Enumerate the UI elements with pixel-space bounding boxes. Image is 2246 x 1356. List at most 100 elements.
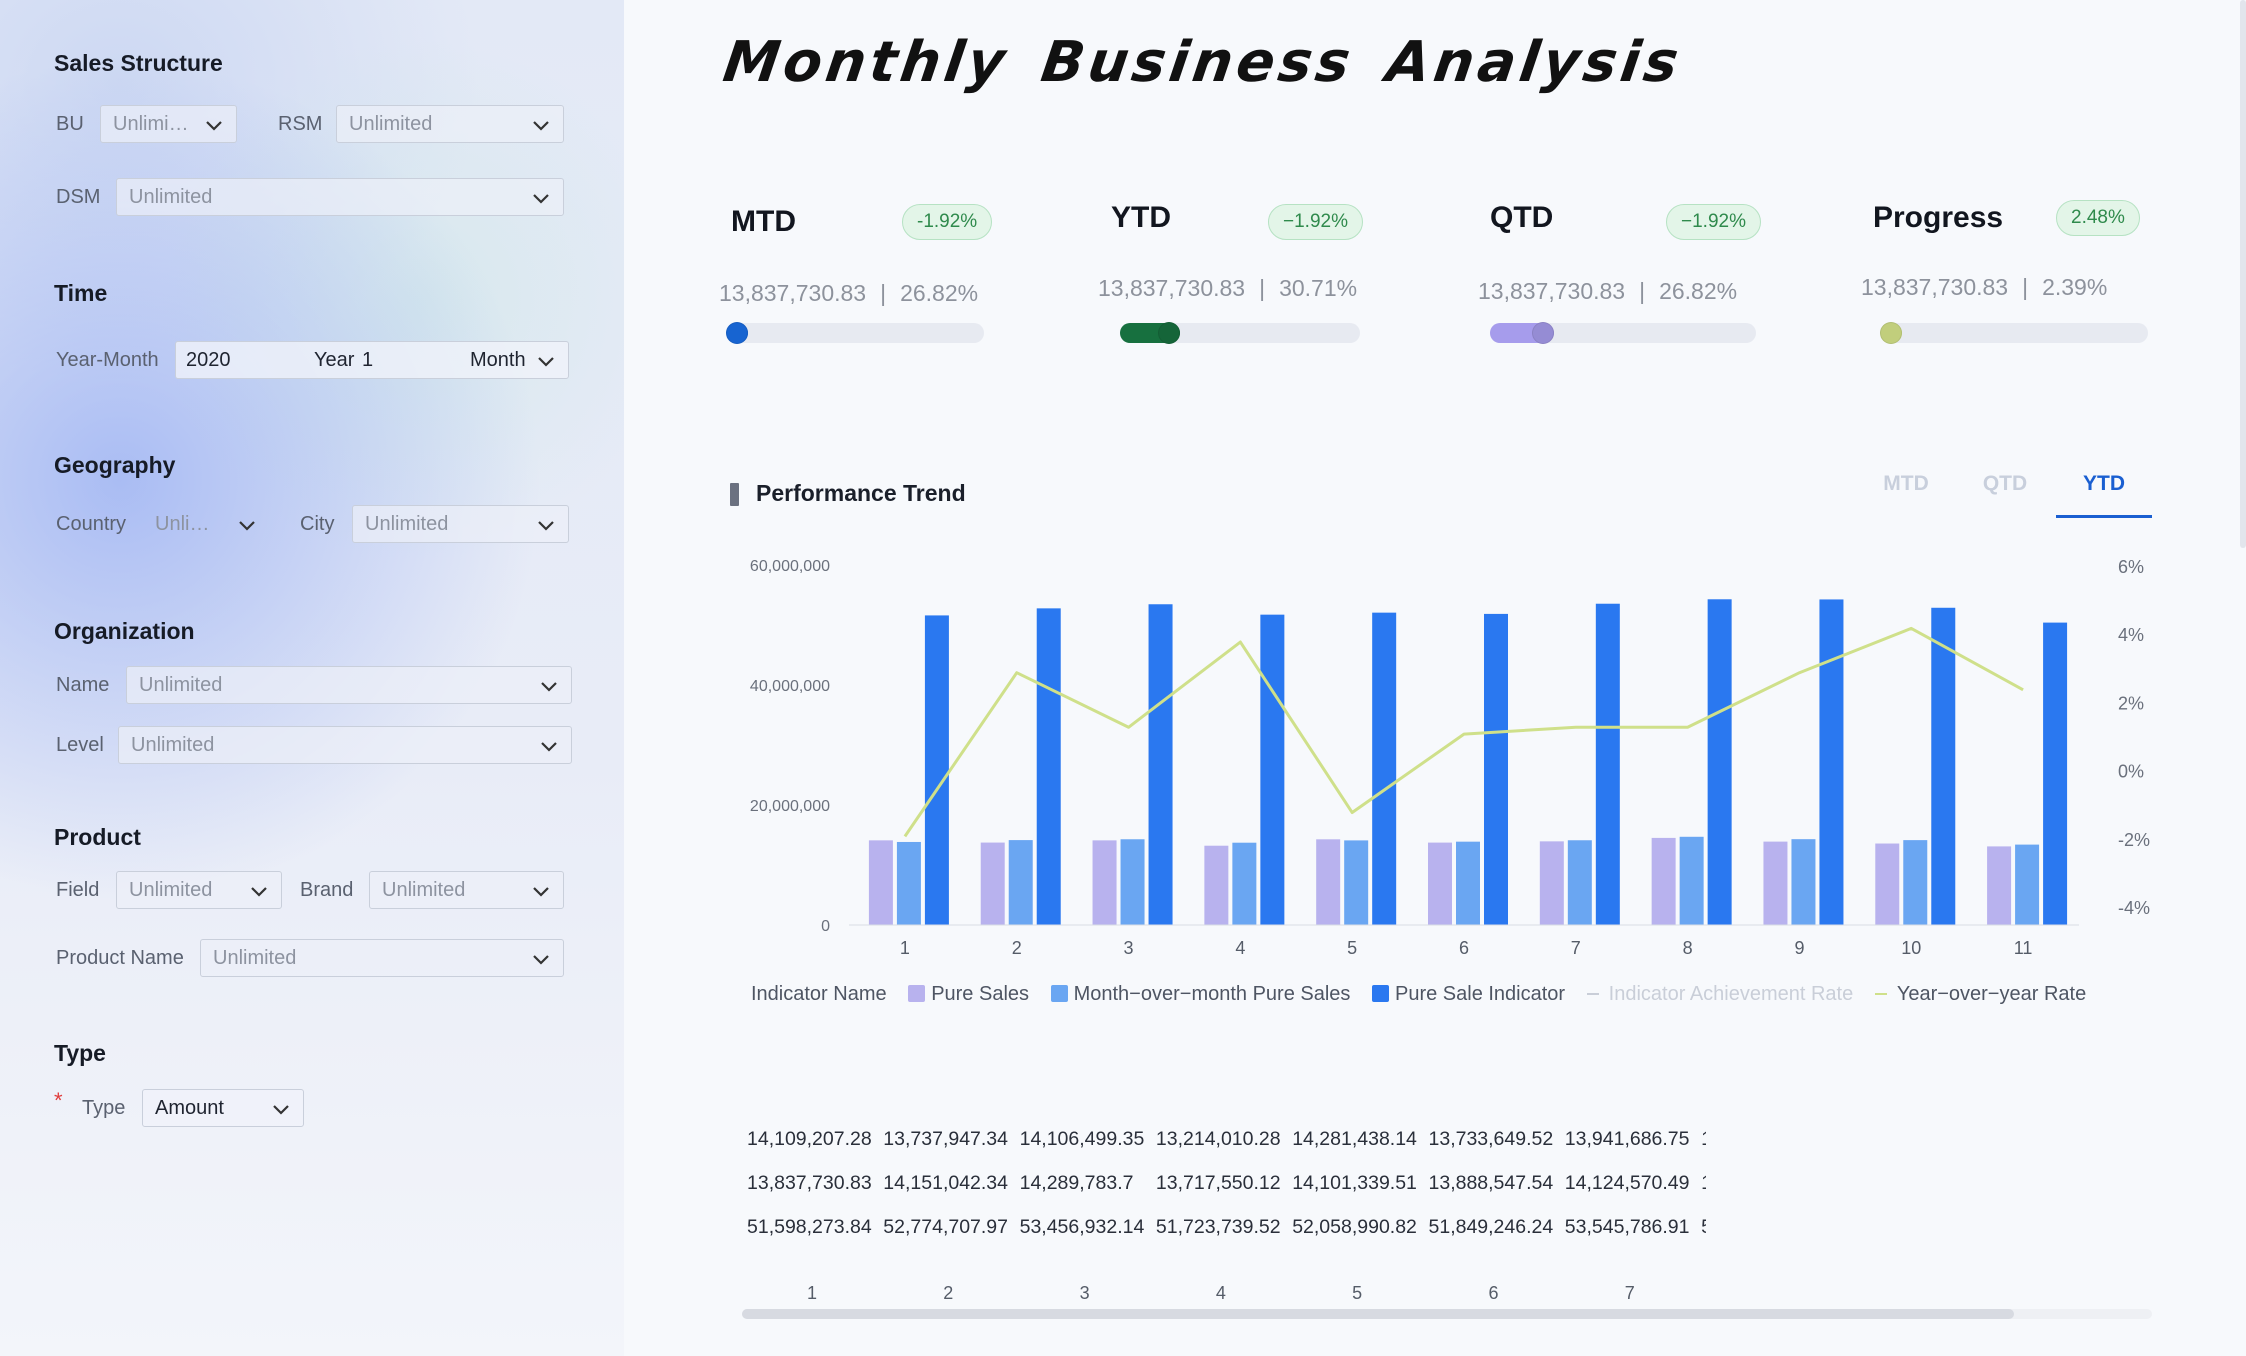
legend-swatch: [1050, 985, 1068, 1002]
chart-legend: Indicator Name Pure Sales Month−over−mon…: [751, 983, 2102, 1006]
brand-value: Unlimited: [382, 879, 466, 901]
dsm-select[interactable]: Unlimited: [116, 178, 564, 216]
tab-qtd[interactable]: QTD: [1982, 472, 2028, 495]
table-cell: 14,151,042.34: [883, 1172, 1008, 1194]
section-title-type: Type: [54, 1040, 106, 1066]
table-column-header: 6: [1488, 1283, 1499, 1303]
chart-bar: [1344, 840, 1369, 925]
table-column-header: 1: [806, 1283, 817, 1303]
page-title: Monthly Business Analysis: [719, 30, 1687, 95]
tab-ytd[interactable]: YTD: [2083, 472, 2125, 495]
x-tick-label: 9: [1794, 938, 1804, 958]
kpi-name: MTD: [731, 205, 796, 238]
kpi-name: QTD: [1490, 201, 1554, 234]
kpi-separator: |: [880, 280, 887, 306]
tab-mtd[interactable]: MTD: [1883, 472, 1929, 495]
legend-item-pure-sales[interactable]: Pure Sales: [908, 983, 1029, 1006]
field-value: Unlimited: [129, 879, 213, 901]
table-cell: 13,941,686.75: [1564, 1128, 1690, 1150]
legend-line: [1874, 993, 1887, 995]
legend-label: Indicator Achievement Rate: [1608, 983, 1854, 1005]
table-cell: 53,545,786.91: [1564, 1216, 1690, 1238]
city-label: City: [300, 513, 335, 535]
section-title-organization: Organization: [54, 618, 195, 644]
legend-label: Pure Sale Indicator: [1394, 983, 1566, 1005]
kpi-percent: 26.82%: [1659, 278, 1738, 304]
kpi-percent: 30.71%: [1279, 275, 1358, 301]
legend-item-achievement-rate[interactable]: Indicator Achievement Rate: [1586, 983, 1854, 1006]
country-select[interactable]: Unlimited: [142, 505, 270, 543]
field-select[interactable]: Unlimited: [116, 871, 282, 909]
kpi-separator: |: [2022, 274, 2029, 300]
rsm-select[interactable]: Unlimited: [336, 105, 564, 143]
org-name-label: Name: [56, 674, 110, 696]
y-tick-label: 60,000,000: [750, 558, 830, 575]
chevron-down-icon: [533, 955, 549, 965]
y2-tick-label: 6%: [2118, 557, 2144, 577]
x-tick-label: 5: [1347, 938, 1357, 958]
city-value: Unlimited: [365, 513, 449, 535]
brand-select[interactable]: Unlimited: [369, 871, 564, 909]
kpi-separator: |: [1639, 278, 1646, 304]
kpi-percent: 26.82%: [900, 280, 979, 306]
chart-bar: [1819, 599, 1844, 925]
legend-item-mom-pure-sales[interactable]: Month−over−month Pure Sales: [1050, 983, 1350, 1006]
chart-bar: [2043, 622, 2068, 925]
x-tick-label: 3: [1124, 938, 1134, 958]
chart-bar: [1428, 842, 1452, 925]
vertical-scrollbar[interactable]: [2240, 0, 2246, 548]
chart-bar: [1903, 840, 1928, 925]
product-name-value: Unlimited: [213, 947, 297, 969]
x-tick-label: 8: [1683, 938, 1693, 958]
org-name-select[interactable]: Unlimited: [126, 666, 572, 704]
required-marker: *: [54, 1088, 63, 1113]
kpi-progress-track: [1120, 322, 1360, 344]
table-cell: 13,837,730.83: [747, 1172, 872, 1194]
y2-tick-label: 0%: [2118, 762, 2144, 782]
legend-item-yoy-rate[interactable]: Year−over−year Rate: [1874, 983, 2086, 1006]
year-month-label: Year-Month: [56, 349, 159, 371]
org-level-select[interactable]: Unlimited: [118, 726, 572, 764]
chevron-down-icon: [541, 682, 557, 692]
type-select[interactable]: Amount: [142, 1089, 304, 1127]
table-cell: 13,214,010.28: [1155, 1128, 1281, 1150]
table-column-header: 7: [1624, 1283, 1635, 1303]
chart-bar: [1651, 837, 1676, 925]
data-table: 14,109,207.28 13,737,947.34 14,106,499.35 1…: [744, 1128, 1706, 1278]
y-tick-label: 20,000,000: [750, 798, 830, 815]
chart-bar: [1036, 608, 1061, 925]
brand-label: Brand: [300, 879, 354, 901]
type-value: Amount: [155, 1097, 224, 1119]
y2-tick-label: -2%: [2118, 830, 2150, 850]
section-marker: [730, 483, 739, 506]
chevron-down-icon: [538, 357, 554, 367]
horizontal-scrollbar[interactable]: [742, 1309, 2152, 1319]
table-cell: 14,701,762.85: [1701, 1172, 1706, 1195]
table-cell: 14,124,570.49: [1564, 1172, 1690, 1194]
performance-trend-title: Performance Trend: [756, 480, 966, 506]
kpi-progress-knob: [1880, 322, 1902, 344]
field-label: Field: [56, 879, 100, 901]
chart-bar: [1595, 603, 1620, 925]
chevron-down-icon: [541, 742, 557, 752]
chevron-down-icon: [533, 887, 549, 897]
year-month-picker[interactable]: 2020 Year 1 Month: [175, 341, 569, 379]
bu-select[interactable]: Unlimited: [100, 105, 237, 143]
kpi-change-badge: -1.92%: [902, 204, 993, 240]
chevron-down-icon: [533, 194, 549, 204]
kpi-name: Progress: [1873, 201, 2004, 234]
scrollbar-thumb[interactable]: [742, 1309, 2014, 1319]
year-value: 2020: [186, 349, 231, 371]
x-tick-label: 10: [1901, 938, 1921, 958]
legend-title: Indicator Name: [751, 983, 887, 1005]
chart-bar: [1232, 842, 1257, 925]
kpi-value-line: 13,837,730.83 | 30.71%: [1098, 275, 1357, 302]
kpi-progress-track: [1490, 322, 1756, 344]
performance-trend-chart: 0 20,000,000 40,000,000 60,000,000 -4% -2% 0% 2…: [750, 557, 2150, 958]
active-tab-indicator: [2056, 515, 2152, 518]
city-select[interactable]: Unlimited: [352, 505, 569, 543]
org-level-label: Level: [56, 734, 104, 756]
product-name-select[interactable]: Unlimited: [200, 939, 564, 977]
table-cell: 51,598,273.84: [747, 1216, 872, 1238]
legend-item-pure-sale-indicator[interactable]: Pure Sale Indicator: [1371, 983, 1566, 1006]
